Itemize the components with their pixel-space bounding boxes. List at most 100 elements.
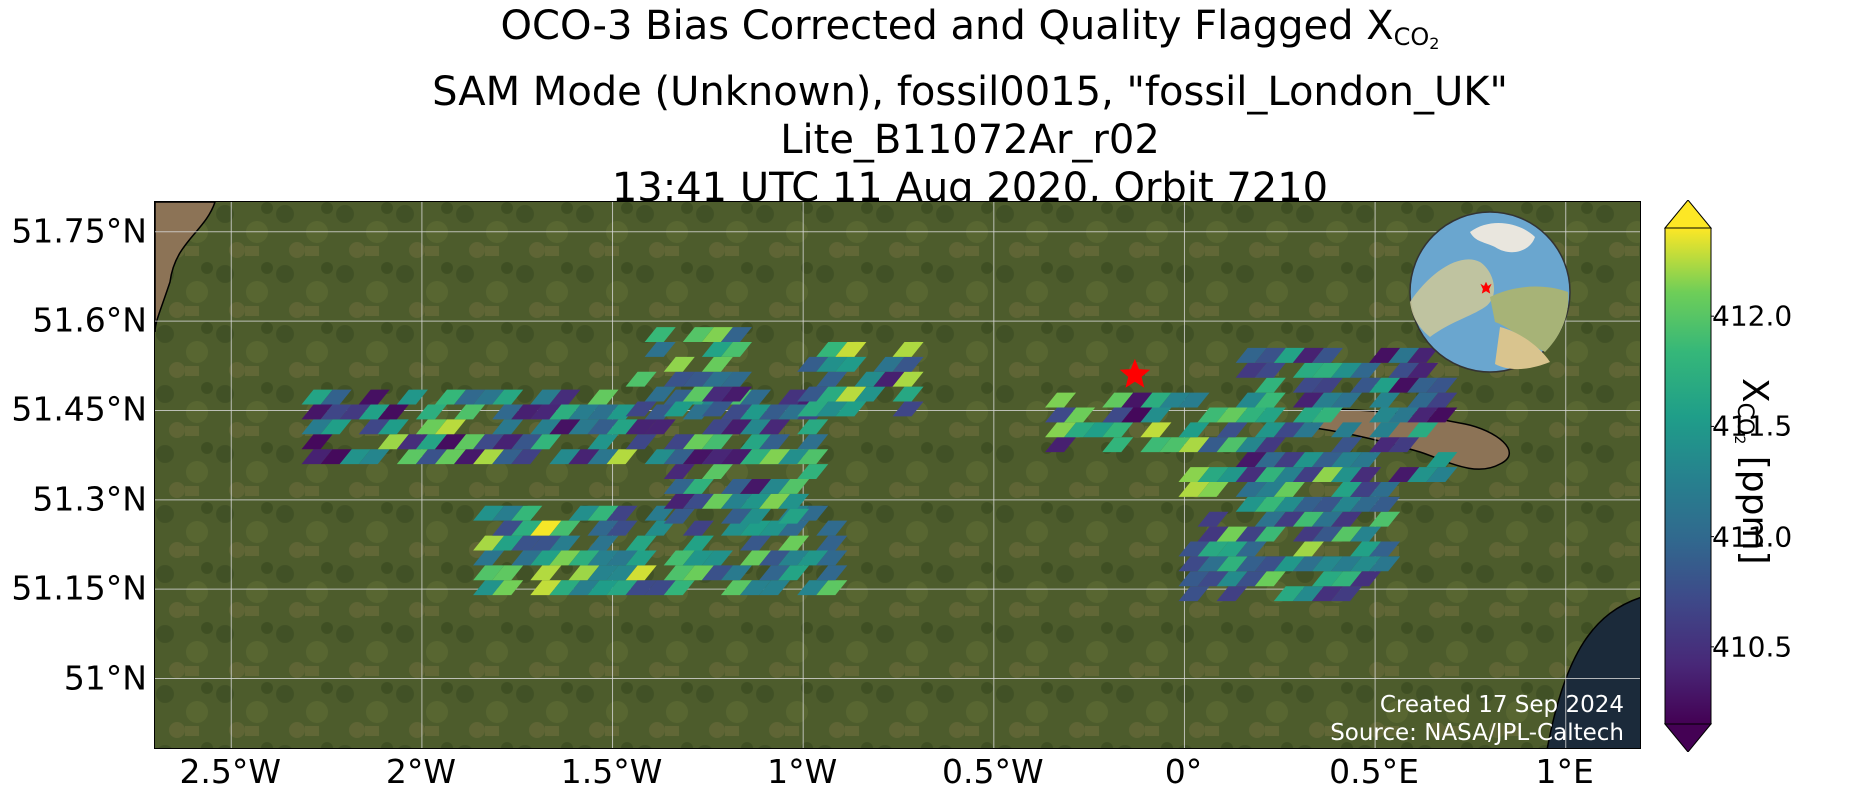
xco2-cell [835,401,867,417]
xco2-cell [1292,347,1324,363]
xco2-cell [415,434,447,450]
xco2-cell [339,449,371,465]
map-panel: Created 17 Sep 2024 Source: NASA/JPL-Cal… [154,201,1641,749]
xco2-cell [1235,467,1267,482]
xco2-cell [759,520,791,536]
xco2-cell [778,520,810,536]
xco2-cell [1369,407,1401,423]
xco2-cell [473,434,505,450]
xco2-cell [1426,407,1458,423]
xco2-cell [549,580,581,596]
xco2-cell [759,580,791,596]
satellite-background [155,202,1640,748]
xco2-cell [1350,526,1382,542]
xco2-cell [1197,511,1229,527]
xco2-cell [1159,392,1191,408]
english-channel [1546,596,1640,748]
map-canvas [155,202,1640,748]
xco2-cell [1254,511,1286,527]
xco2-cell [1407,347,1439,363]
xco2-cell [1350,452,1382,468]
xco2-cell [873,371,905,387]
xco2-cell [1369,481,1401,497]
xco2-cell [892,356,924,372]
xco2-cell [1292,362,1324,378]
xco2-cell [454,434,486,450]
xco2-cell [1311,452,1343,468]
xco2-cell [644,386,676,402]
lon-tick-label: 0.5°W [942,752,1044,791]
xco2-cell [816,550,848,566]
xco2-cell [1311,362,1343,378]
xco2-cell [701,565,733,581]
xco2-cell [1350,362,1382,378]
xco2-cell [1292,586,1324,602]
xco2-cell [1350,556,1382,572]
xco2-cell [873,356,905,372]
xco2-cell [606,580,638,596]
xco2-cell [682,371,714,387]
xco2-cell [511,550,543,566]
xco2-cell [473,535,505,551]
xco2-cell [797,580,829,596]
figure-title: OCO-3 Bias Corrected and Quality Flagged… [150,2,1790,212]
xco2-cell [415,419,447,435]
xco2-cell [720,580,752,596]
xco2-cell [1311,586,1343,602]
xco2-cell [320,389,352,405]
xco2-cell [511,535,543,551]
xco2-cell [1273,496,1305,512]
xco2-cell [320,419,352,435]
lon-tick-label: 1°E [1535,752,1594,791]
xco2-cell [778,508,810,524]
xco2-cell [1292,377,1324,393]
xco2-cell [1178,467,1210,482]
colorbar [1664,200,1714,752]
xco2-cell [644,419,676,435]
created-note: Created 17 Sep 2024 [1379,692,1624,718]
xco2-cell [759,493,791,509]
xco2-cell [1311,377,1343,393]
xco2-cell [701,401,733,417]
xco2-cell [1311,347,1343,363]
xco2-cell [1102,392,1134,408]
xco2-cell [682,434,714,450]
xco2-cell [1083,422,1115,438]
xco2-cell [568,449,600,465]
xco2-cell [1369,511,1401,527]
xco2-cell [739,404,772,420]
xco2-cell [1216,586,1248,602]
xco2-cell [1426,377,1458,393]
lat-tick-label: 51.45°N [11,389,147,429]
xco2-cell [682,449,714,465]
xco2-cell [1235,407,1267,423]
xco2-cell [1311,526,1343,542]
xco2-cell [549,550,581,566]
xco2-cell [835,386,867,402]
xco2-cell [454,404,486,420]
xco2-cell [1369,392,1401,408]
xco2-cell [549,449,581,465]
xco2-cell [720,520,752,536]
xco2-cell [1159,437,1191,453]
xco2-cell [663,478,695,494]
xco2-cell [1235,437,1267,453]
xco2-cell [492,520,524,536]
xco2-cell [816,341,848,357]
xco2-cell [568,550,600,566]
xco2-cell [1235,541,1267,557]
xco2-cell [1292,541,1324,557]
colorbar-tick-label: 410.5 [1712,630,1793,664]
xco2-cell [473,580,505,596]
xco2-cell [1369,347,1401,363]
xco2-cell [1178,541,1210,557]
xco2-cell [301,449,333,465]
xco2-cell [682,550,714,566]
xco2-cell [587,505,619,521]
xco2-cell [568,419,600,435]
colorbar-tick-label: 411.0 [1712,520,1793,554]
xco2-cell [606,449,638,465]
xco2-cell [587,449,619,465]
xco2-cell [1350,481,1382,497]
xco2-cell [549,389,581,405]
